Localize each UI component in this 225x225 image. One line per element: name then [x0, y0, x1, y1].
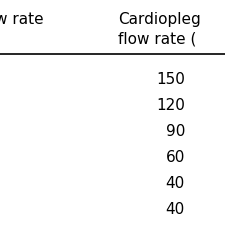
Text: 120: 120 [155, 98, 184, 112]
Text: 60: 60 [165, 149, 184, 164]
Text: 40: 40 [165, 175, 184, 190]
Text: w rate: w rate [0, 12, 43, 27]
Text: flow rate (: flow rate ( [117, 32, 196, 47]
Text: 40: 40 [165, 201, 184, 216]
Text: Cardiopleg: Cardiopleg [117, 12, 200, 27]
Text: 90: 90 [165, 124, 184, 138]
Text: 150: 150 [155, 72, 184, 87]
